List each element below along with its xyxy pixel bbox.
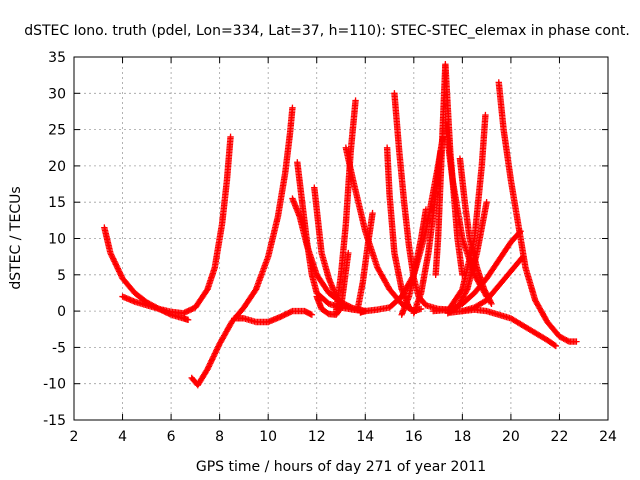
data-point: [483, 199, 490, 206]
y-axis-label: dSTEC / TECUs: [8, 186, 24, 289]
data-point: [487, 299, 495, 306]
x-tick-label: 6: [167, 429, 176, 445]
data-point: [107, 251, 115, 258]
data-point: [573, 338, 580, 345]
x-tick-label: 16: [405, 429, 423, 445]
x-tick-label: 12: [308, 429, 326, 445]
y-tick-label: -5: [52, 340, 66, 356]
data-point: [211, 350, 219, 357]
data-points: [101, 61, 580, 389]
data-point: [209, 354, 217, 362]
data-point: [211, 351, 218, 359]
data-point: [210, 353, 217, 360]
series-2: [119, 133, 234, 317]
data-point: [204, 365, 211, 373]
series-13: [383, 144, 425, 315]
x-tick-label: 8: [215, 429, 224, 445]
data-point: [110, 256, 117, 264]
data-point: [204, 364, 212, 371]
data-point: [115, 266, 122, 274]
data-point: [488, 300, 495, 308]
data-point: [215, 343, 222, 350]
data-point: [206, 361, 213, 369]
x-tick-labels: 2 4 6 8 10 12 14 16 18 20 22 24: [70, 429, 617, 445]
series-16: [410, 148, 444, 317]
data-point: [116, 269, 124, 276]
data-point: [214, 344, 221, 352]
y-tick-label: 15: [48, 195, 66, 211]
data-point: [417, 305, 425, 313]
chart-title: dSTEC Iono. truth (pdel, Lon=334, Lat=37…: [24, 23, 630, 39]
data-point: [113, 263, 121, 271]
data-point: [205, 363, 213, 370]
data-point: [207, 358, 215, 366]
data-point: [422, 206, 430, 213]
data-point: [458, 287, 465, 294]
series-24: [459, 306, 560, 350]
data-point: [184, 316, 192, 324]
series-21: [447, 111, 489, 311]
data-point: [115, 268, 123, 275]
data-point: [114, 265, 122, 272]
series-14: [391, 90, 454, 313]
x-tick-label: 4: [118, 429, 127, 445]
y-tick-label: -10: [43, 377, 66, 393]
series-11: [354, 209, 376, 311]
data-point: [117, 270, 124, 278]
data-point: [209, 356, 216, 363]
y-tick-label: 35: [48, 50, 66, 66]
y-tick-label: -15: [43, 413, 66, 429]
data-point: [308, 311, 316, 318]
y-tick-labels: -15 -10 -5 0 5 10 15 20 25 30 35: [43, 50, 66, 429]
data-point: [112, 261, 120, 268]
y-tick-label: 20: [48, 159, 66, 175]
data-point: [113, 262, 120, 269]
data-point: [352, 97, 359, 104]
y-tick-label: 0: [57, 304, 66, 320]
x-tick-label: 20: [502, 429, 520, 445]
data-point: [107, 249, 114, 257]
x-tick-label: 2: [70, 429, 79, 445]
data-point: [227, 133, 234, 141]
series-15: [398, 206, 430, 318]
series-7: [311, 184, 345, 308]
x-tick-label: 22: [551, 429, 569, 445]
y-tick-label: 5: [57, 268, 66, 284]
series-3: [188, 104, 296, 389]
y-tick-label: 25: [48, 123, 66, 139]
data-point: [109, 255, 117, 262]
data-point: [482, 111, 489, 119]
series-4: [231, 307, 316, 326]
data-point: [552, 342, 560, 350]
x-tick-label: 24: [599, 429, 617, 445]
data-point: [111, 258, 118, 265]
data-point: [117, 272, 125, 279]
x-tick-label: 14: [356, 429, 374, 445]
data-point: [213, 346, 221, 353]
data-point: [208, 357, 215, 364]
series-25: [495, 79, 580, 345]
data-point: [213, 347, 220, 355]
data-point: [206, 360, 214, 367]
y-tick-label: 10: [48, 232, 66, 248]
data-point: [551, 341, 558, 349]
grid: [74, 57, 608, 420]
x-axis-label: GPS time / hours of day 271 of year 2011: [196, 459, 486, 475]
series-9: [332, 97, 359, 315]
data-point: [289, 104, 296, 112]
data-point: [212, 349, 219, 356]
x-tick-label: 10: [259, 429, 277, 445]
plot-frame: [73, 56, 609, 421]
data-point: [108, 252, 115, 260]
data-point: [369, 209, 376, 217]
data-point: [111, 259, 119, 267]
y-tick-label: 30: [48, 86, 66, 102]
data-point: [564, 337, 571, 345]
series-17: [432, 61, 466, 278]
data-point: [109, 254, 116, 261]
x-tick-label: 18: [453, 429, 471, 445]
